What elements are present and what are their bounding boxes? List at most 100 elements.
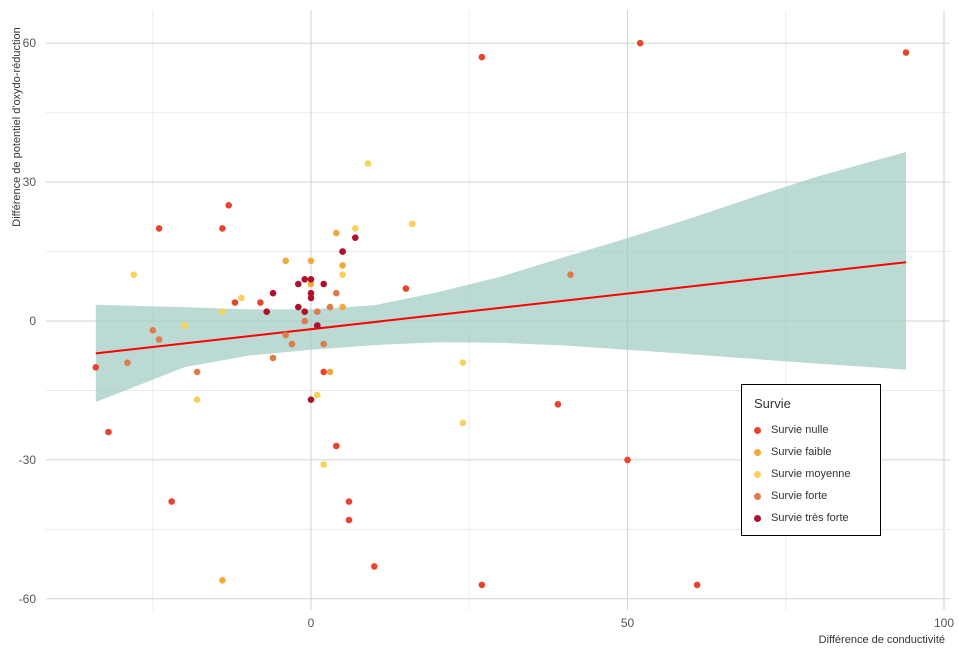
data-point-faible: [339, 262, 346, 269]
x-tick-label: 0: [308, 616, 315, 630]
data-point-faible: [282, 257, 290, 265]
confidence-ribbon: [95, 152, 907, 402]
data-point-faible: [307, 280, 315, 288]
legend-label: Survie faible: [771, 446, 832, 458]
data-point-tres_forte: [339, 248, 346, 255]
data-point-nulle: [333, 442, 340, 450]
y-tick-label: 60: [23, 36, 37, 50]
y-tick-label: -30: [19, 453, 37, 467]
data-point-forte: [193, 368, 201, 376]
legend-label: Survie moyenne: [771, 468, 851, 480]
legend-label: Survie nulle: [771, 424, 829, 436]
tick-labels: 0 50 100 60 30 0 -30 -60: [19, 36, 955, 630]
data-point-faible: [307, 257, 315, 265]
data-point-tres_forte: [269, 289, 277, 297]
data-point-nulle: [902, 49, 910, 56]
data-point-moyenne: [219, 308, 226, 316]
data-points: [92, 39, 910, 589]
data-point-moyenne: [130, 271, 138, 279]
data-point-tres_forte: [301, 308, 309, 316]
data-point-moyenne: [193, 396, 201, 404]
data-point-moyenne: [352, 225, 359, 232]
data-point-tres_forte: [320, 280, 328, 288]
data-point-moyenne: [339, 271, 346, 279]
y-tick-label: 0: [29, 314, 36, 328]
data-point-forte: [288, 340, 296, 348]
data-point-forte: [314, 308, 321, 316]
data-point-faible: [219, 577, 226, 584]
legend-swatch: [754, 448, 761, 456]
data-point-nulle: [554, 401, 562, 408]
data-point-moyenne: [459, 419, 467, 427]
data-point-tres_forte: [295, 303, 302, 311]
data-point-nulle: [105, 428, 112, 436]
legend-label: Survie forte: [771, 490, 828, 502]
data-point-tres_forte: [307, 294, 315, 302]
data-point-tres_forte: [301, 276, 309, 283]
data-point-tres_forte: [295, 280, 302, 288]
data-point-nulle: [478, 581, 486, 589]
data-point-nulle: [231, 299, 239, 306]
data-point-moyenne: [364, 160, 372, 167]
data-point-forte: [326, 303, 334, 311]
data-point-forte: [282, 331, 290, 339]
legend-swatch: [754, 426, 761, 434]
data-point-forte: [269, 354, 277, 362]
data-point-forte: [124, 359, 131, 367]
data-point-forte: [567, 271, 574, 279]
data-point-moyenne: [314, 391, 321, 399]
data-point-tres_forte: [307, 289, 315, 297]
data-point-nulle: [371, 563, 378, 570]
data-point-nulle: [624, 456, 631, 464]
legend-swatch: [754, 492, 761, 500]
data-point-faible: [333, 229, 340, 237]
x-tick-label: 50: [621, 616, 635, 630]
fit-line: [95, 261, 907, 355]
y-axis-label: Différence de potentiel d'oxydo-réductio…: [11, 27, 23, 226]
data-point-tres_forte: [307, 276, 315, 283]
legend-item-faible: Survie faible: [754, 444, 832, 460]
fit-line-layer: [95, 261, 907, 355]
legend-item-tres_forte: Survie très forte: [754, 510, 849, 526]
legend: Survie Survie nulle Survie faible Survie m…: [741, 384, 881, 536]
data-point-nulle: [345, 498, 353, 505]
data-point-moyenne: [238, 294, 245, 302]
data-point-nulle: [168, 498, 175, 505]
y-tick-label: 30: [23, 175, 37, 189]
data-point-nulle: [257, 299, 264, 306]
data-point-tres_forte: [314, 322, 321, 329]
data-point-tres_forte: [263, 308, 271, 316]
data-point-nulle: [155, 225, 163, 232]
x-axis-label: Différence de conductivité: [819, 634, 945, 646]
data-point-moyenne: [459, 359, 467, 367]
data-point-nulle: [219, 225, 226, 232]
data-point-nulle: [320, 368, 328, 376]
data-point-moyenne: [320, 461, 328, 468]
data-point-tres_forte: [307, 396, 315, 404]
legend-item-nulle: Survie nulle: [754, 422, 828, 438]
confidence-ribbon-layer: [95, 152, 907, 402]
data-point-nulle: [402, 285, 410, 292]
data-point-forte: [149, 327, 157, 334]
data-point-faible: [339, 303, 346, 311]
data-point-nulle: [345, 516, 353, 524]
legend-item-moyenne: Survie moyenne: [754, 466, 851, 482]
data-point-nulle: [92, 364, 100, 371]
data-point-forte: [301, 317, 309, 325]
data-point-forte: [320, 340, 328, 348]
data-point-moyenne: [409, 220, 416, 228]
legend-label: Survie très forte: [771, 512, 849, 524]
data-point-nulle: [693, 581, 701, 589]
legend-title: Survie: [754, 396, 791, 411]
legend-swatch: [754, 470, 761, 478]
y-tick-label: -60: [19, 592, 37, 606]
x-tick-label: 100: [934, 616, 954, 630]
data-point-faible: [326, 368, 334, 376]
data-point-forte: [333, 289, 340, 297]
data-point-tres_forte: [352, 234, 359, 241]
data-point-nulle: [478, 53, 486, 61]
legend-item-forte: Survie forte: [754, 488, 827, 504]
data-point-moyenne: [181, 322, 188, 329]
data-point-nulle: [636, 39, 644, 47]
